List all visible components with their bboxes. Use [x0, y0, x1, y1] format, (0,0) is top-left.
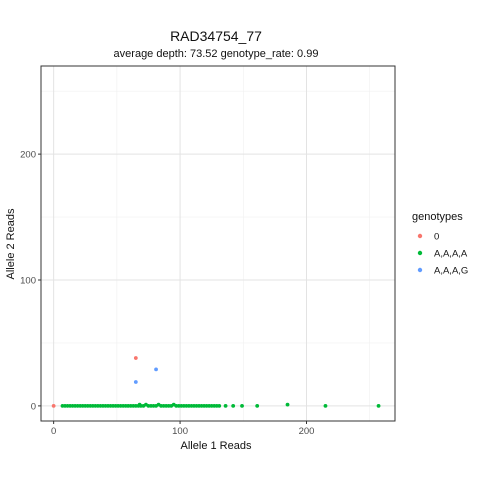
plot-panel — [41, 66, 395, 421]
y-axis-title: Allele 2 Reads — [5, 208, 17, 279]
legend-swatch — [417, 267, 423, 273]
legend-title: genotypes — [412, 211, 463, 223]
chart-subtitle: average depth: 73.52 genotype_rate: 0.99 — [114, 48, 319, 60]
minor-gridlines — [41, 66, 395, 421]
legend-swatch — [417, 250, 423, 256]
y-axis-ticks: 0 100 200 — [20, 150, 41, 412]
major-gridlines — [40, 65, 396, 422]
legend-label: A,A,A,G — [434, 266, 468, 277]
plot-background — [41, 66, 395, 421]
data-point — [323, 403, 328, 408]
data-point — [255, 403, 260, 408]
data-point — [285, 402, 290, 407]
data-point — [231, 403, 236, 408]
legend-swatch — [417, 233, 423, 239]
data-point — [154, 367, 158, 372]
x-tick-label: 0 — [51, 426, 56, 437]
legend-items: 0 A,A,A,A A,A,A,G — [417, 232, 468, 277]
y-tick-label: 100 — [20, 276, 36, 287]
data-point — [217, 403, 222, 408]
legend-label: 0 — [434, 232, 439, 243]
x-axis-title: Allele 1 Reads — [181, 440, 252, 452]
data-point — [376, 403, 381, 408]
legend: genotypes 0 A,A,A,A A,A,A,G — [412, 211, 468, 277]
data-points — [51, 356, 381, 408]
chart-title: RAD34754_77 — [170, 28, 262, 44]
data-point — [133, 380, 138, 384]
data-point — [51, 403, 56, 408]
x-axis-ticks: 0 100 200 — [51, 421, 314, 437]
plot-border — [40, 65, 396, 422]
y-tick-label: 200 — [20, 150, 36, 161]
legend-label: A,A,A,A — [434, 249, 468, 260]
data-point — [133, 356, 138, 360]
y-tick-label: 0 — [31, 401, 36, 412]
data-point — [240, 403, 244, 408]
data-point — [223, 403, 228, 408]
x-tick-label: 200 — [299, 426, 315, 437]
x-tick-label: 100 — [172, 426, 188, 437]
